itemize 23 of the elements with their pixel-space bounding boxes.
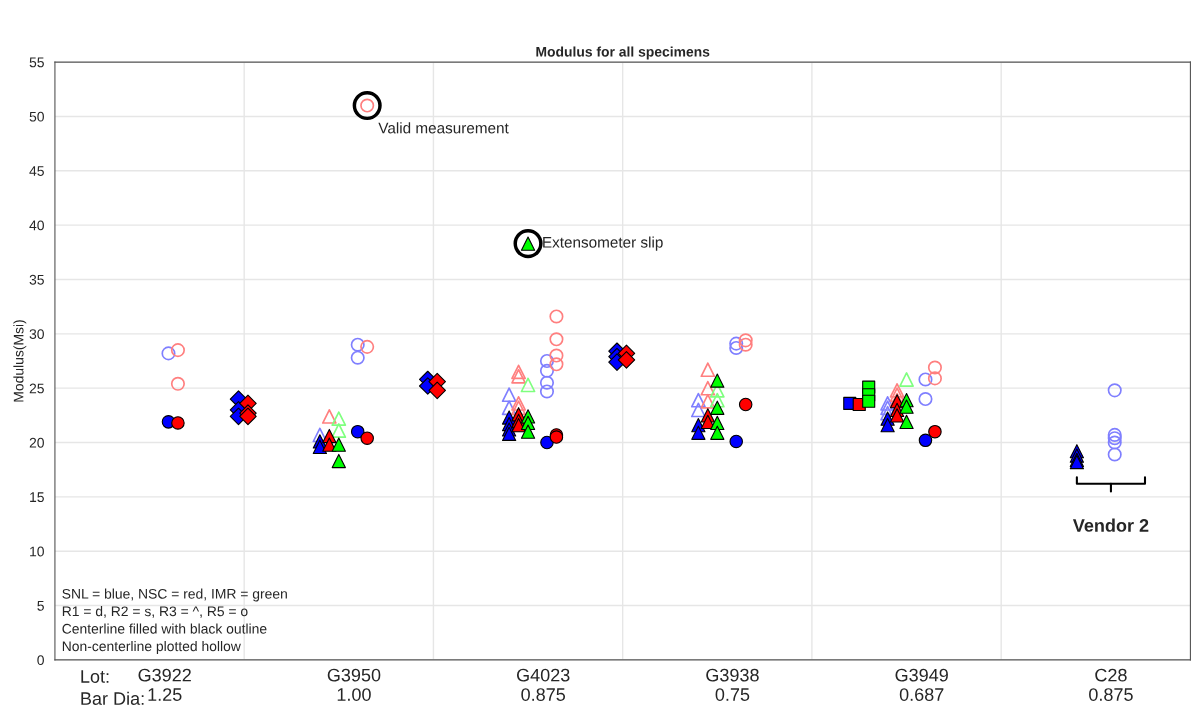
x-tick-label: G3950 1.00: [327, 668, 381, 701]
y-tick-label: 50: [29, 111, 44, 122]
y-tick-label: 45: [29, 166, 44, 176]
annotation: Extensometer slip: [543, 236, 663, 251]
x-tick-label: G4023 0.875: [516, 668, 570, 701]
annotation: Vendor 2: [1072, 518, 1149, 532]
y-tick-label: 10: [30, 546, 44, 557]
annotation: Valid measurement: [378, 122, 509, 134]
y-tick-label: 40: [29, 220, 44, 231]
y-axis-title: Modulus(Msi): [13, 320, 27, 402]
chart-title: Modulus for all specimens: [536, 46, 710, 60]
y-tick-label: 15: [30, 492, 44, 503]
y-tick-label: 30: [29, 329, 44, 339]
y-tick-label: 5: [37, 601, 44, 611]
x-tick-label: C28 0.875: [1089, 668, 1133, 701]
y-tick-label: 0: [37, 655, 44, 666]
y-tick-label: 25: [29, 383, 44, 394]
x-tick-label: G3938 0.75: [706, 668, 759, 701]
y-tick-label: 35: [29, 274, 44, 285]
y-tick-label: 55: [29, 57, 44, 68]
annotation: SNL = blue, NSC = red, IMR = green R1 = d, R2 = s, R3 = ^, R5 = o Centerline filled with black outline Non-centerline plotted hollow: [62, 588, 287, 654]
x-tick-label: G3949 0.687: [895, 668, 948, 701]
y-tick-label: 20: [29, 437, 44, 448]
